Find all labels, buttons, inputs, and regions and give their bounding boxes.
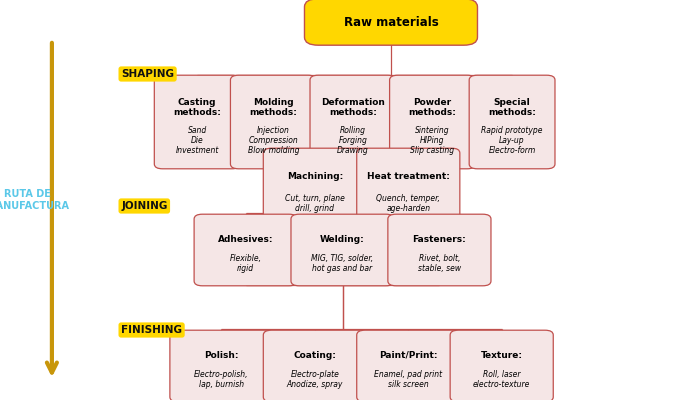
Text: Welding:: Welding: [320,235,365,244]
FancyBboxPatch shape [310,75,396,169]
FancyBboxPatch shape [263,330,367,400]
FancyBboxPatch shape [469,75,555,169]
Text: Machining:: Machining: [286,172,343,181]
FancyBboxPatch shape [154,75,240,169]
Text: Powder
methods:: Powder methods: [408,98,457,118]
Text: Quench, temper,
age-harden: Quench, temper, age-harden [376,194,440,213]
FancyBboxPatch shape [194,214,298,286]
Text: Texture:: Texture: [481,351,522,360]
FancyBboxPatch shape [388,214,491,286]
FancyBboxPatch shape [304,0,477,45]
Text: MIG, TIG, solder,
hot gas and bar: MIG, TIG, solder, hot gas and bar [311,254,374,273]
Text: Paint/Print:: Paint/Print: [379,351,437,360]
Text: Cut, turn, plane
drill, grind: Cut, turn, plane drill, grind [285,194,345,213]
Text: Rivet, bolt,
stable, sew: Rivet, bolt, stable, sew [418,254,461,273]
Text: Roll, laser
electro-texture: Roll, laser electro-texture [473,370,530,389]
FancyBboxPatch shape [263,148,367,228]
FancyBboxPatch shape [357,330,459,400]
FancyBboxPatch shape [230,75,316,169]
Text: Electro-polish,
lap, burnish: Electro-polish, lap, burnish [194,370,248,389]
Text: SHAPING: SHAPING [121,69,174,79]
Text: JOINING: JOINING [121,201,167,211]
FancyBboxPatch shape [357,148,459,228]
Text: Rapid prototype
Lay-up
Electro-form: Rapid prototype Lay-up Electro-form [482,126,543,155]
Text: Coating:: Coating: [293,351,336,360]
Text: FINISHING: FINISHING [121,325,182,335]
Text: Heat treatment:: Heat treatment: [367,172,450,181]
Text: Adhesives:: Adhesives: [218,235,273,244]
Text: Enamel, pad print
silk screen: Enamel, pad print silk screen [374,370,442,389]
FancyBboxPatch shape [291,214,394,286]
Text: Molding
methods:: Molding methods: [249,98,298,118]
Text: Rolling
Forging
Drawing: Rolling Forging Drawing [337,126,369,155]
Text: Injection
Compression
Blow molding: Injection Compression Blow molding [248,126,299,155]
FancyBboxPatch shape [170,330,273,400]
Text: Raw materials: Raw materials [344,16,438,28]
Text: Flexible,
rigid: Flexible, rigid [230,254,262,273]
Text: RUTA DE
MANUFACTURA: RUTA DE MANUFACTURA [0,189,69,211]
Text: Electro-plate
Anodize, spray: Electro-plate Anodize, spray [286,370,343,389]
Text: Sintering
HIPing
Slip casting: Sintering HIPing Slip casting [410,126,455,155]
Text: Deformation
methods:: Deformation methods: [321,98,385,118]
Text: Fasteners:: Fasteners: [412,235,466,244]
FancyBboxPatch shape [390,75,475,169]
FancyBboxPatch shape [450,330,554,400]
Text: Sand
Die
Investment: Sand Die Investment [176,126,219,155]
Text: Special
methods:: Special methods: [488,98,536,118]
Text: Polish:: Polish: [204,351,239,360]
Text: Casting
methods:: Casting methods: [173,98,221,118]
